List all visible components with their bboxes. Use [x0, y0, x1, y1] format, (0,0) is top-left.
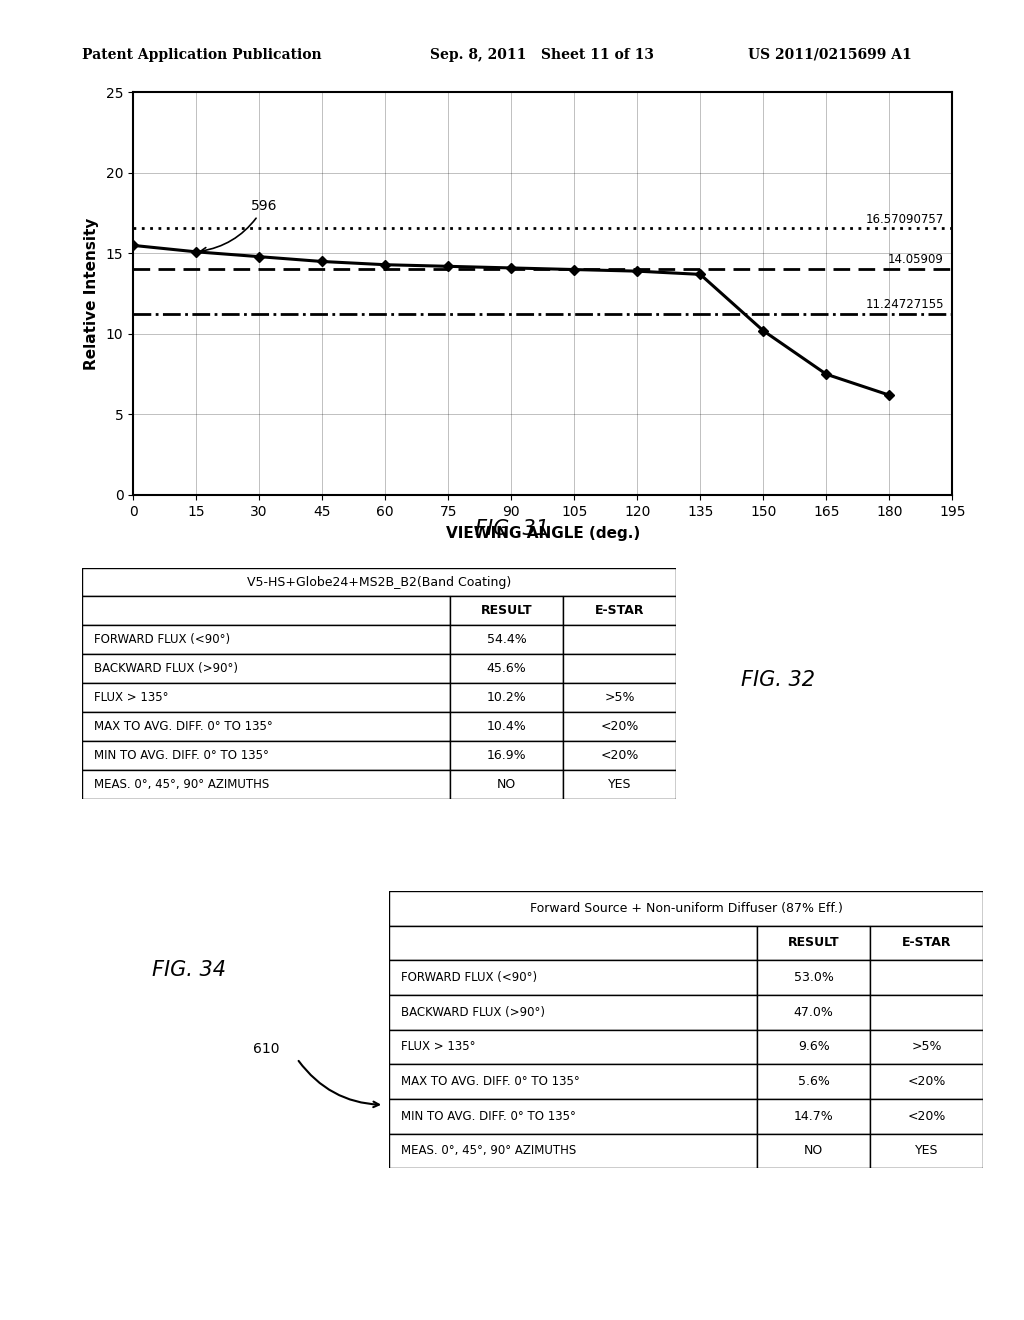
Bar [389, 1030, 758, 1064]
Text: MEAS. 0°, 45°, 90° AZIMUTHS: MEAS. 0°, 45°, 90° AZIMUTHS [401, 1144, 577, 1158]
Bar [451, 741, 563, 770]
Bar [451, 711, 563, 741]
Bar [82, 597, 451, 626]
Text: MIN TO AVG. DIFF. 0° TO 135°: MIN TO AVG. DIFF. 0° TO 135° [94, 748, 268, 762]
Bar [870, 1134, 983, 1168]
Bar [389, 891, 983, 925]
X-axis label: VIEWING ANGLE (deg.): VIEWING ANGLE (deg.) [445, 525, 640, 541]
Bar [451, 626, 563, 655]
Bar [451, 655, 563, 682]
Bar [82, 770, 451, 799]
Bar [451, 770, 563, 799]
Text: <20%: <20% [600, 719, 639, 733]
Text: FLUX > 135°: FLUX > 135° [94, 692, 168, 704]
Bar [451, 597, 563, 626]
Text: 5.6%: 5.6% [798, 1074, 829, 1088]
Bar [758, 925, 870, 961]
Bar [758, 1064, 870, 1098]
Bar [82, 741, 451, 770]
Text: FIG. 31: FIG. 31 [475, 519, 549, 539]
Text: Forward Source + Non-uniform Diffuser (87% Eff.): Forward Source + Non-uniform Diffuser (8… [529, 902, 843, 915]
Bar [389, 995, 758, 1030]
Text: >5%: >5% [911, 1040, 942, 1053]
Bar [870, 961, 983, 995]
Text: >5%: >5% [604, 692, 635, 704]
Text: 11.24727155: 11.24727155 [865, 298, 944, 312]
Bar [758, 1134, 870, 1168]
Text: E-STAR: E-STAR [902, 936, 951, 949]
Text: MEAS. 0°, 45°, 90° AZIMUTHS: MEAS. 0°, 45°, 90° AZIMUTHS [94, 777, 269, 791]
Bar [82, 655, 451, 682]
Text: MIN TO AVG. DIFF. 0° TO 135°: MIN TO AVG. DIFF. 0° TO 135° [401, 1110, 575, 1123]
Bar [82, 711, 451, 741]
Text: NO: NO [804, 1144, 823, 1158]
Bar [563, 770, 676, 799]
Text: FORWARD FLUX (<90°): FORWARD FLUX (<90°) [401, 972, 538, 985]
Text: 10.4%: 10.4% [486, 719, 526, 733]
Text: RESULT: RESULT [787, 936, 840, 949]
Text: US 2011/0215699 A1: US 2011/0215699 A1 [748, 48, 911, 62]
Text: 9.6%: 9.6% [798, 1040, 829, 1053]
Text: 16.57090757: 16.57090757 [865, 213, 944, 226]
Bar [389, 1134, 758, 1168]
Bar [389, 1098, 758, 1134]
Bar [563, 741, 676, 770]
Bar [563, 711, 676, 741]
Bar [389, 1064, 758, 1098]
Text: FIG. 32: FIG. 32 [741, 669, 815, 690]
Text: 54.4%: 54.4% [486, 634, 526, 647]
Bar [389, 961, 758, 995]
Bar [758, 1098, 870, 1134]
Text: <20%: <20% [907, 1074, 946, 1088]
Bar [389, 925, 758, 961]
Text: FIG. 34: FIG. 34 [153, 960, 226, 981]
Text: 596: 596 [201, 199, 278, 253]
Text: RESULT: RESULT [480, 605, 532, 618]
Bar [870, 995, 983, 1030]
Text: Patent Application Publication: Patent Application Publication [82, 48, 322, 62]
Text: MAX TO AVG. DIFF. 0° TO 135°: MAX TO AVG. DIFF. 0° TO 135° [401, 1074, 580, 1088]
Text: BACKWARD FLUX (>90°): BACKWARD FLUX (>90°) [94, 663, 238, 675]
Text: FORWARD FLUX (<90°): FORWARD FLUX (<90°) [94, 634, 230, 647]
Text: 53.0%: 53.0% [794, 972, 834, 985]
Text: <20%: <20% [907, 1110, 946, 1123]
Bar [82, 568, 676, 597]
Text: 16.9%: 16.9% [486, 748, 526, 762]
Bar [758, 995, 870, 1030]
Text: YES: YES [607, 777, 631, 791]
Text: 47.0%: 47.0% [794, 1006, 834, 1019]
Text: 610: 610 [253, 1043, 280, 1056]
Bar [870, 925, 983, 961]
Bar [758, 961, 870, 995]
Text: 14.7%: 14.7% [794, 1110, 834, 1123]
Bar [870, 1064, 983, 1098]
Text: NO: NO [497, 777, 516, 791]
Bar [82, 626, 451, 655]
Text: 45.6%: 45.6% [486, 663, 526, 675]
Text: Sep. 8, 2011   Sheet 11 of 13: Sep. 8, 2011 Sheet 11 of 13 [430, 48, 654, 62]
Bar [451, 684, 563, 711]
Y-axis label: Relative Intensity: Relative Intensity [84, 218, 99, 370]
Text: 14.05909: 14.05909 [888, 253, 944, 267]
Bar [563, 655, 676, 682]
Bar [563, 626, 676, 655]
Bar [870, 1030, 983, 1064]
Bar [563, 684, 676, 711]
Text: <20%: <20% [600, 748, 639, 762]
Text: FLUX > 135°: FLUX > 135° [401, 1040, 475, 1053]
Text: 10.2%: 10.2% [486, 692, 526, 704]
Bar [82, 684, 451, 711]
Text: V5-HS+Globe24+MS2B_B2(Band Coating): V5-HS+Globe24+MS2B_B2(Band Coating) [247, 576, 511, 589]
Bar [870, 1098, 983, 1134]
Text: YES: YES [914, 1144, 938, 1158]
Text: MAX TO AVG. DIFF. 0° TO 135°: MAX TO AVG. DIFF. 0° TO 135° [94, 719, 272, 733]
Text: E-STAR: E-STAR [595, 605, 644, 618]
Bar [758, 1030, 870, 1064]
Text: BACKWARD FLUX (>90°): BACKWARD FLUX (>90°) [401, 1006, 545, 1019]
Bar [563, 597, 676, 626]
